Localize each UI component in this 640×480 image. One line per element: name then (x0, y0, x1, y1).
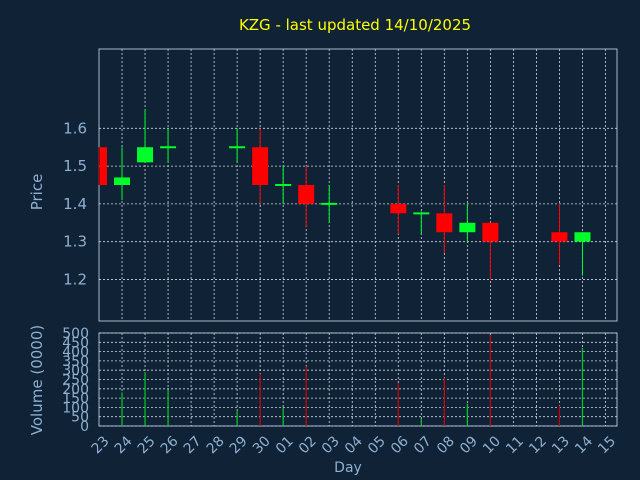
candle-body (551, 232, 568, 242)
volume-tick-label: 500 (62, 326, 89, 342)
candle-body (114, 177, 131, 185)
price-tick-label: 1.4 (63, 195, 87, 213)
volume-tick-label: 400 (62, 345, 89, 361)
candle-body (298, 185, 315, 204)
candle-body (252, 147, 269, 185)
price-axis-label: Price (28, 174, 46, 211)
volume-axis-label: Volume (0000) (28, 325, 46, 435)
price-y-ticks: 1.2 1.3 1.4 1.5 1.6 (63, 119, 87, 288)
price-tick-label: 1.5 (63, 157, 87, 175)
price-panel: 1.2 1.3 1.4 1.5 1.6 Price (28, 48, 618, 322)
x-axis-label: Day (334, 460, 362, 476)
price-tick-label: 1.3 (63, 233, 87, 251)
candle-body (137, 147, 154, 163)
candle-body (100, 147, 107, 185)
volume-tick-label: 350 (62, 354, 89, 370)
candle-body (574, 232, 591, 242)
volume-tick-label: 0 (80, 419, 89, 435)
chart-title: KZG - last updated 14/10/2025 (239, 16, 471, 34)
candle-body (436, 213, 453, 233)
volume-tick-label: 150 (62, 391, 89, 407)
candle-body (482, 222, 499, 242)
price-tick-label: 1.6 (63, 119, 87, 137)
volume-tick-label: 450 (62, 335, 89, 351)
candles (98, 109, 591, 280)
volume-tick-label: 50 (71, 410, 89, 426)
price-tick-label: 1.2 (63, 270, 87, 288)
volume-tick-label: 100 (62, 400, 89, 416)
x-axis-ticks: 23 24 25 26 27 28 29 30 01 02 03 04 05 06 07 08 09 10 11 12… (89, 433, 619, 457)
volume-tick-label: 250 (62, 373, 89, 389)
candle-body (459, 222, 476, 233)
volume-bars (121, 334, 584, 426)
volume-tick-label: 300 (62, 363, 89, 379)
volume-tick-label: 200 (62, 382, 89, 398)
candle-body (390, 203, 407, 214)
